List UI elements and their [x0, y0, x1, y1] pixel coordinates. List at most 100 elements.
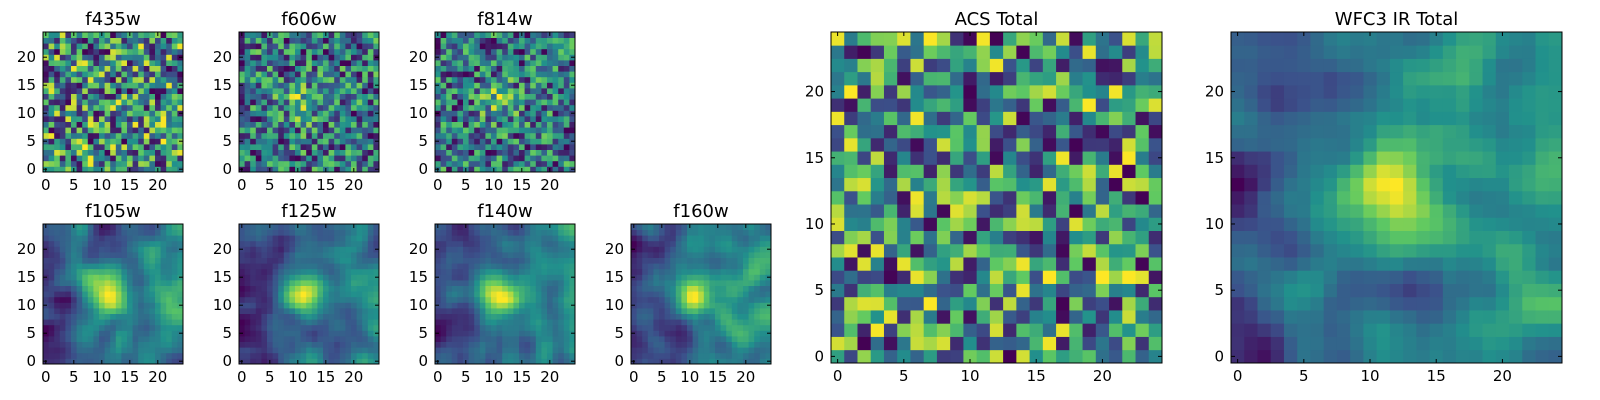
heatmap-cell — [48, 93, 55, 100]
heatmap-cell — [485, 93, 492, 100]
heatmap-cell — [339, 32, 346, 38]
heatmap-cell — [703, 252, 710, 258]
heatmap-cell — [910, 296, 925, 311]
heatmap-cell — [687, 291, 693, 298]
heatmap-cell — [950, 283, 964, 298]
heatmap-cell — [339, 65, 346, 72]
heatmap-cell — [502, 268, 509, 275]
heatmap-cell — [870, 349, 885, 364]
heatmap-cell — [496, 60, 503, 66]
heatmap-cell — [138, 229, 145, 236]
heatmap-cell — [451, 54, 458, 61]
heatmap-cell — [731, 296, 738, 303]
heatmap-cell — [99, 48, 105, 55]
heatmap-cell — [261, 240, 268, 247]
heatmap-cell — [737, 235, 744, 242]
heatmap-cell — [177, 60, 184, 66]
heatmap-cell — [642, 257, 649, 264]
heatmap-cell — [870, 217, 885, 231]
heatmap-cell — [491, 235, 497, 242]
heatmap-cell — [558, 88, 565, 94]
heatmap-cell — [351, 71, 357, 78]
heatmap-cell — [171, 155, 178, 162]
heatmap-cell — [155, 291, 161, 298]
heatmap-cell — [647, 229, 654, 236]
heatmap-cell — [457, 54, 464, 61]
heatmap-cell — [115, 274, 122, 281]
heatmap-cell — [250, 252, 257, 258]
heatmap-cell — [446, 336, 453, 342]
heatmap-cell — [323, 76, 329, 83]
heatmap-cell — [491, 246, 497, 253]
heatmap-cell — [485, 302, 492, 309]
heatmap-cell — [76, 166, 83, 173]
heatmap-cell — [345, 330, 352, 337]
heatmap-cell — [339, 324, 346, 331]
heatmap-cell — [457, 93, 464, 100]
x-tick-label: 0 — [237, 176, 247, 194]
heatmap-cell — [110, 116, 117, 122]
heatmap-cell — [457, 144, 464, 150]
heatmap-cell — [48, 313, 55, 320]
heatmap-cell — [923, 243, 938, 258]
heatmap-cell — [87, 268, 94, 275]
heatmap-cell — [93, 60, 100, 66]
heatmap-cell — [502, 71, 509, 78]
heatmap-cell — [440, 71, 447, 78]
heatmap-cell — [642, 252, 649, 258]
heatmap-cell — [563, 76, 570, 83]
heatmap-cell — [435, 65, 441, 72]
heatmap-cell — [115, 121, 122, 128]
heatmap-cell — [513, 257, 520, 264]
heatmap-cell — [681, 324, 688, 331]
heatmap-cell — [149, 347, 156, 354]
heatmap-cell — [289, 32, 296, 38]
heatmap-cell — [166, 319, 173, 326]
heatmap-cell — [474, 82, 481, 89]
heatmap-cell — [496, 302, 503, 309]
heatmap-cell — [143, 352, 150, 359]
heatmap-cell — [155, 268, 161, 275]
heatmap-cell — [496, 116, 503, 122]
heatmap-cell — [155, 121, 161, 128]
heatmap-cell — [300, 88, 307, 94]
heatmap-cell — [362, 235, 369, 242]
heatmap-cell — [82, 149, 89, 156]
heatmap-cell — [328, 229, 335, 236]
panel-title: f105w — [85, 201, 140, 222]
heatmap-cell — [334, 308, 341, 314]
heatmap-cell — [507, 32, 514, 38]
heatmap-cell — [709, 263, 716, 270]
heatmap-cell — [65, 268, 72, 275]
heatmap-cell — [127, 308, 133, 314]
heatmap-cell — [463, 76, 469, 83]
heatmap-cell — [250, 116, 257, 122]
heatmap-cell — [731, 291, 738, 298]
heatmap-cell — [530, 268, 537, 275]
heatmap-cell — [502, 48, 509, 55]
heatmap-cell — [552, 347, 559, 354]
heatmap-cell — [334, 257, 341, 264]
heatmap-cell — [519, 319, 525, 326]
heatmap-cell — [317, 291, 324, 298]
heatmap-cell — [703, 319, 710, 326]
heatmap-cell — [367, 37, 374, 44]
plot-frame — [630, 223, 772, 365]
heatmap-cell — [160, 268, 167, 275]
heatmap-cell — [267, 54, 273, 61]
heatmap-cell — [339, 149, 346, 156]
heatmap-cell — [115, 48, 122, 55]
heatmap-cell — [530, 155, 537, 162]
heatmap-cell — [541, 235, 548, 242]
heatmap-cell — [440, 235, 447, 242]
heatmap-cell — [659, 274, 665, 281]
heatmap-cell — [457, 71, 464, 78]
heatmap-cell — [149, 110, 156, 117]
heatmap-cell — [76, 341, 83, 348]
heatmap-cell — [457, 302, 464, 309]
heatmap-cell — [491, 138, 497, 145]
heatmap-cell — [82, 313, 89, 320]
heatmap-cell — [737, 224, 744, 230]
heatmap-cell — [547, 88, 553, 94]
heatmap-cell — [278, 48, 285, 55]
